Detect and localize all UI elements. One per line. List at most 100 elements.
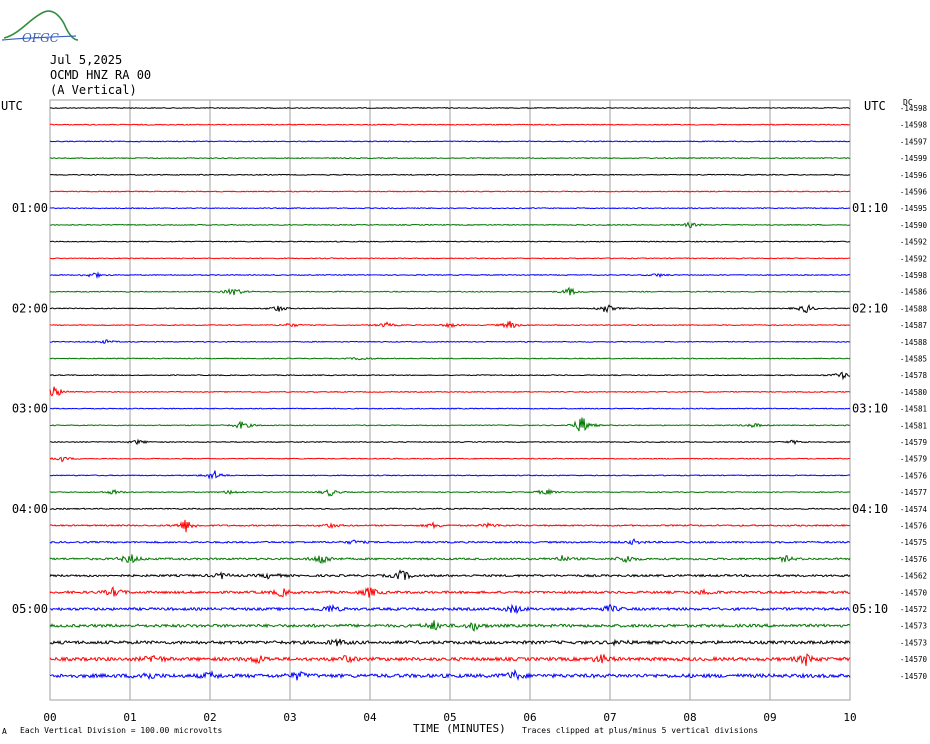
seismic-trace — [50, 417, 851, 432]
x-tick-label: 05 — [443, 711, 456, 724]
hour-label-left: 05:00 — [12, 602, 48, 616]
seismic-trace — [49, 386, 851, 397]
dc-offset-label: -14595 — [900, 204, 927, 213]
dc-offset-label: -14597 — [900, 137, 927, 146]
seismic-trace — [49, 173, 851, 176]
dc-offset-label: -14572 — [900, 605, 927, 614]
dc-offset-label: -14576 — [900, 555, 928, 564]
scale-note: Each Vertical Division = 100.00 microvol… — [20, 726, 223, 735]
dc-offset-label: -14573 — [900, 622, 927, 631]
right-axis-title: UTC — [864, 99, 886, 113]
seismic-trace — [49, 371, 851, 381]
left-axis-title: UTC — [1, 99, 23, 113]
hour-label-left: 03:00 — [12, 402, 48, 416]
seismic-trace — [49, 470, 850, 480]
corner-mark: A — [2, 727, 7, 736]
dc-offset-label: -14579 — [900, 455, 927, 464]
hour-label-left: 01:00 — [12, 201, 48, 215]
seismic-trace — [49, 438, 851, 446]
x-tick-label: 06 — [523, 711, 536, 724]
seismic-trace — [49, 538, 850, 546]
hour-label-left: 04:00 — [12, 502, 48, 516]
x-tick-label: 01 — [123, 711, 136, 724]
seismic-trace — [49, 207, 851, 210]
seismic-trace — [49, 286, 851, 296]
seismic-trace — [49, 221, 851, 229]
seismic-trace — [49, 620, 851, 632]
header-station: OCMD HNZ RA 00 — [50, 68, 152, 82]
dc-offset-label: -14588 — [900, 304, 928, 313]
dc-offset-label: -14574 — [900, 505, 928, 514]
hour-label-right: 03:10 — [852, 402, 888, 416]
hour-label-right: 05:10 — [852, 602, 888, 616]
dc-offset-label: -14576 — [900, 522, 928, 531]
dc-offset-label: -14570 — [900, 655, 928, 664]
header-component: (A Vertical) — [50, 83, 137, 97]
seismic-trace — [49, 507, 851, 511]
hour-label-right: 02:10 — [852, 301, 888, 315]
dc-offset-label: -14596 — [900, 188, 928, 197]
hour-label-right: 04:10 — [852, 502, 888, 516]
seismic-trace — [49, 456, 851, 463]
logo-underline — [1, 35, 77, 41]
seismic-trace — [49, 123, 851, 126]
dc-offset-label: -14577 — [900, 488, 927, 497]
dc-offset-label: -14587 — [900, 321, 927, 330]
logo-swoosh — [3, 10, 79, 41]
dc-offset-label: -14598 — [900, 104, 928, 113]
seismic-trace — [49, 569, 851, 580]
dc-offset-label: -14570 — [900, 672, 928, 681]
dc-offset-label: -14590 — [900, 221, 928, 230]
ofgc-logo: OFGC — [1, 10, 79, 45]
seismic-trace — [49, 320, 851, 329]
seismic-trace — [49, 106, 851, 110]
seismic-trace — [49, 240, 850, 243]
seismic-trace — [49, 668, 851, 681]
dc-offset-label: -14580 — [900, 388, 928, 397]
seismic-trace — [49, 653, 851, 666]
dc-offset-label: -14570 — [900, 588, 928, 597]
x-tick-label: 04 — [363, 711, 377, 724]
dc-offset-label: -14596 — [900, 171, 928, 180]
dc-offset-label: -14576 — [900, 471, 928, 480]
dc-offset-label: -14573 — [900, 638, 927, 647]
logo-text: OFGC — [22, 31, 59, 45]
x-tick-label: 03 — [283, 711, 296, 724]
dc-offset-label: -14586 — [900, 288, 928, 297]
hour-label-left: 02:00 — [12, 301, 48, 315]
dc-header: DC — [903, 98, 913, 107]
dc-offset-label: -14599 — [900, 154, 927, 163]
seismic-trace — [49, 638, 851, 647]
seismic-trace — [50, 339, 851, 345]
seismic-trace — [49, 554, 851, 565]
dc-offset-label: -14592 — [900, 238, 927, 247]
dc-offset-label: -14562 — [900, 572, 927, 581]
x-tick-label: 09 — [763, 711, 776, 724]
header-date: Jul 5,2025 — [50, 53, 123, 67]
seismic-trace — [49, 357, 851, 361]
seismic-trace — [49, 586, 851, 598]
x-tick-label: 10 — [843, 711, 856, 724]
seismic-trace — [49, 140, 850, 143]
x-tick-label: 08 — [683, 711, 696, 724]
dc-offset-label: -14581 — [900, 421, 927, 430]
seismic-trace — [49, 271, 851, 280]
x-tick-label: 07 — [603, 711, 616, 724]
seismic-trace — [49, 603, 851, 615]
x-tick-label: 02 — [203, 711, 216, 724]
dc-offset-label: -14598 — [900, 271, 928, 280]
dc-offset-label: -14588 — [900, 338, 928, 347]
seismic-trace — [49, 304, 851, 314]
dc-offset-label: -14585 — [900, 355, 927, 364]
dc-offset-label: -14575 — [900, 538, 927, 547]
dc-offset-label: -14581 — [900, 405, 927, 414]
dc-offset-label: -14598 — [900, 121, 928, 130]
dc-offset-label: -14592 — [900, 254, 927, 263]
dc-offset-label: -14579 — [900, 438, 927, 447]
x-axis-label: TIME (MINUTES) — [413, 722, 506, 735]
seismic-trace — [49, 190, 851, 193]
seismic-trace — [49, 488, 851, 497]
x-tick-label: 00 — [43, 711, 56, 724]
seismic-trace — [50, 407, 851, 410]
